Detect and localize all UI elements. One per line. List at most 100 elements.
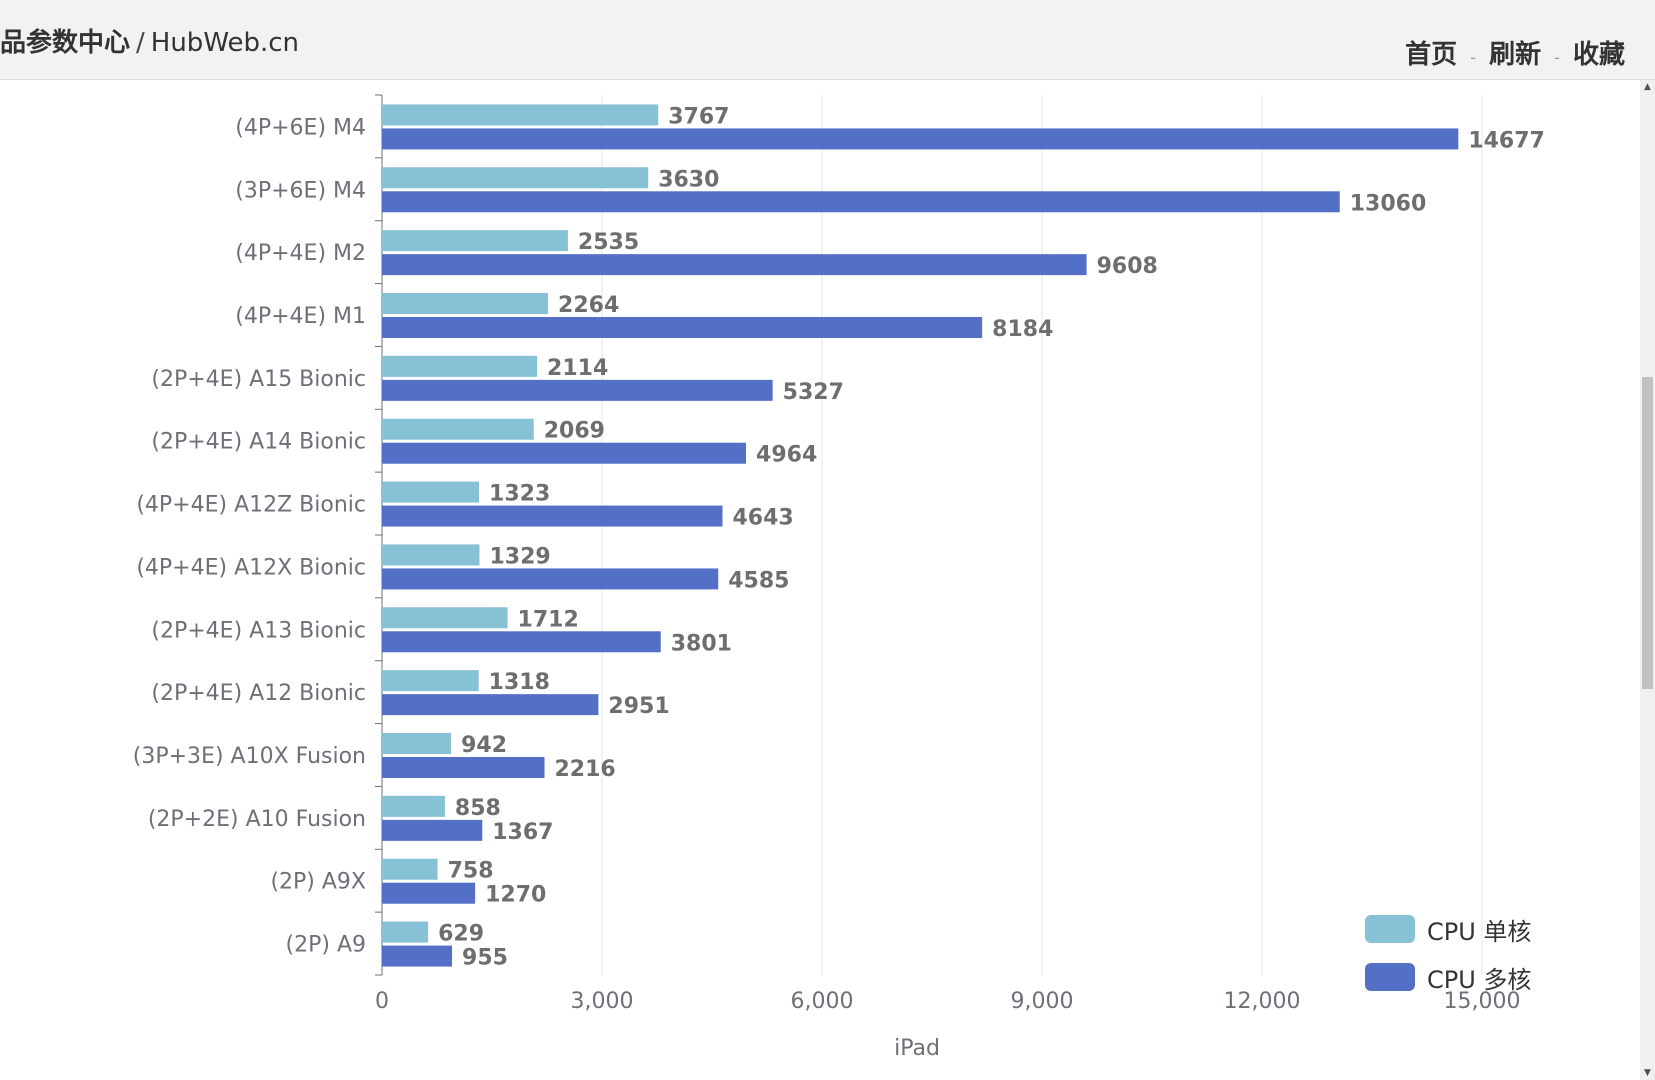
bar-multi-core bbox=[382, 254, 1087, 276]
data-label-multi-core: 3801 bbox=[671, 631, 732, 656]
category-label: (2P+4E) A15 Bionic bbox=[151, 367, 366, 392]
bar-multi-core bbox=[382, 945, 453, 967]
site-title[interactable]: 品参数中心 / HubWeb.cn bbox=[0, 22, 299, 59]
scrollbar-thumb[interactable] bbox=[1642, 377, 1653, 689]
bar-multi-core bbox=[382, 694, 599, 716]
scroll-down-arrow-icon[interactable]: ▼ bbox=[1644, 1068, 1651, 1078]
category-label: (3P+6E) M4 bbox=[235, 178, 366, 203]
nav-home-link[interactable]: 首页 bbox=[1405, 40, 1458, 70]
data-label-multi-core: 955 bbox=[462, 946, 508, 971]
x-tick-label: 15,000 bbox=[1444, 989, 1521, 1014]
data-label-multi-core: 5327 bbox=[783, 380, 844, 405]
bar-single-core bbox=[382, 544, 480, 566]
bar-multi-core bbox=[382, 568, 719, 590]
data-label-single-core: 1329 bbox=[489, 544, 550, 569]
category-label: (2P) A9 bbox=[286, 933, 366, 958]
data-label-single-core: 2114 bbox=[547, 356, 608, 381]
top-nav: 首页 - 刷新 - 收藏 bbox=[1405, 34, 1625, 71]
bar-single-core bbox=[382, 481, 480, 503]
data-label-single-core: 3767 bbox=[668, 104, 729, 129]
data-label-multi-core: 4643 bbox=[732, 506, 793, 531]
x-tick-label: 3,000 bbox=[571, 989, 634, 1014]
bar-multi-core bbox=[382, 379, 773, 401]
scroll-up-arrow-icon[interactable]: ▲ bbox=[1644, 82, 1651, 92]
data-label-single-core: 1712 bbox=[518, 607, 579, 632]
bar-single-core bbox=[382, 355, 538, 377]
bar-single-core bbox=[382, 607, 508, 629]
bar-single-core bbox=[382, 230, 568, 252]
site-separator: / bbox=[136, 28, 145, 58]
data-label-multi-core: 4964 bbox=[756, 443, 817, 468]
bar-single-core bbox=[382, 418, 534, 440]
data-label-single-core: 1323 bbox=[489, 482, 550, 507]
bar-multi-core bbox=[382, 317, 983, 338]
category-label: (4P+6E) M4 bbox=[235, 115, 366, 140]
legend-label-single-core: CPU 单核 bbox=[1427, 917, 1532, 946]
bar-multi-core bbox=[382, 882, 476, 904]
data-label-multi-core: 13060 bbox=[1350, 191, 1427, 216]
data-label-single-core: 858 bbox=[455, 796, 501, 821]
data-label-multi-core: 1367 bbox=[492, 820, 553, 845]
category-label: (2P+4E) A12 Bionic bbox=[151, 681, 366, 706]
category-label: (4P+4E) M2 bbox=[235, 241, 366, 266]
top-bar: 品参数中心 / HubWeb.cn 首页 - 刷新 - 收藏 bbox=[0, 0, 1655, 80]
x-tick-label: 12,000 bbox=[1224, 989, 1301, 1014]
bar-single-core bbox=[382, 921, 429, 943]
bar-multi-core bbox=[382, 819, 483, 841]
bar-multi-core bbox=[382, 757, 545, 778]
legend-swatch-single-core bbox=[1365, 915, 1415, 943]
category-label: (3P+3E) A10X Fusion bbox=[133, 744, 366, 769]
x-axis-title: iPad bbox=[894, 1036, 940, 1061]
data-label-single-core: 1318 bbox=[489, 670, 550, 695]
category-label: (2P+2E) A10 Fusion bbox=[148, 807, 366, 832]
data-label-single-core: 629 bbox=[438, 922, 484, 947]
data-label-multi-core: 14677 bbox=[1468, 128, 1545, 153]
bar-multi-core bbox=[382, 191, 1340, 213]
chart-legend: CPU 单核 CPU 多核 bbox=[1365, 905, 1531, 1001]
bar-multi-core bbox=[382, 128, 1459, 150]
data-label-single-core: 2069 bbox=[544, 419, 605, 444]
data-label-single-core: 758 bbox=[448, 859, 494, 884]
category-label: (4P+4E) A12Z Bionic bbox=[136, 493, 366, 518]
legend-swatch-multi-core bbox=[1365, 963, 1415, 991]
bar-multi-core bbox=[382, 442, 747, 464]
nav-favorite-link[interactable]: 收藏 bbox=[1572, 40, 1625, 70]
bar-multi-core bbox=[382, 631, 661, 653]
site-name: 品参数中心 bbox=[0, 28, 131, 58]
scrollbar[interactable]: ▲ ▼ bbox=[1640, 80, 1655, 1080]
data-label-multi-core: 8184 bbox=[992, 317, 1053, 342]
legend-label-multi-core: CPU 多核 bbox=[1427, 965, 1532, 994]
category-label: (2P) A9X bbox=[270, 870, 366, 895]
category-label: (2P+4E) A14 Bionic bbox=[151, 430, 366, 455]
x-tick-label: 6,000 bbox=[791, 989, 854, 1014]
legend-item-multi-core[interactable]: CPU 多核 bbox=[1365, 953, 1531, 1001]
data-label-multi-core: 2216 bbox=[555, 757, 616, 782]
data-label-multi-core: 9608 bbox=[1097, 254, 1158, 279]
bar-single-core bbox=[382, 795, 445, 817]
nav-separator: - bbox=[1470, 48, 1476, 67]
data-label-single-core: 2264 bbox=[558, 293, 619, 318]
nav-separator: - bbox=[1554, 48, 1560, 67]
x-tick-label: 9,000 bbox=[1011, 989, 1074, 1014]
nav-refresh-link[interactable]: 刷新 bbox=[1489, 40, 1542, 70]
bar-single-core bbox=[382, 733, 452, 754]
category-label: (4P+4E) M1 bbox=[235, 304, 366, 329]
bar-single-core bbox=[382, 104, 659, 126]
data-label-multi-core: 4585 bbox=[728, 568, 789, 593]
data-label-multi-core: 1270 bbox=[485, 883, 546, 908]
category-label: (4P+4E) A12X Bionic bbox=[136, 555, 366, 580]
data-label-single-core: 2535 bbox=[578, 230, 639, 255]
category-label: (2P+4E) A13 Bionic bbox=[151, 618, 366, 643]
bar-single-core bbox=[382, 293, 549, 314]
bar-single-core bbox=[382, 858, 438, 880]
bar-single-core bbox=[382, 167, 649, 189]
bar-chart: (4P+6E) M4 3767 14677 (3P+6E) M4 3630 13060 (4… bbox=[133, 94, 1545, 1061]
data-label-single-core: 942 bbox=[461, 733, 507, 758]
x-tick-label: 0 bbox=[375, 989, 389, 1014]
site-domain: HubWeb.cn bbox=[150, 28, 300, 58]
bar-single-core bbox=[382, 670, 479, 692]
bar-multi-core bbox=[382, 505, 723, 527]
data-label-single-core: 3630 bbox=[658, 167, 719, 192]
data-label-multi-core: 2951 bbox=[608, 694, 669, 719]
legend-item-single-core[interactable]: CPU 单核 bbox=[1365, 905, 1531, 953]
